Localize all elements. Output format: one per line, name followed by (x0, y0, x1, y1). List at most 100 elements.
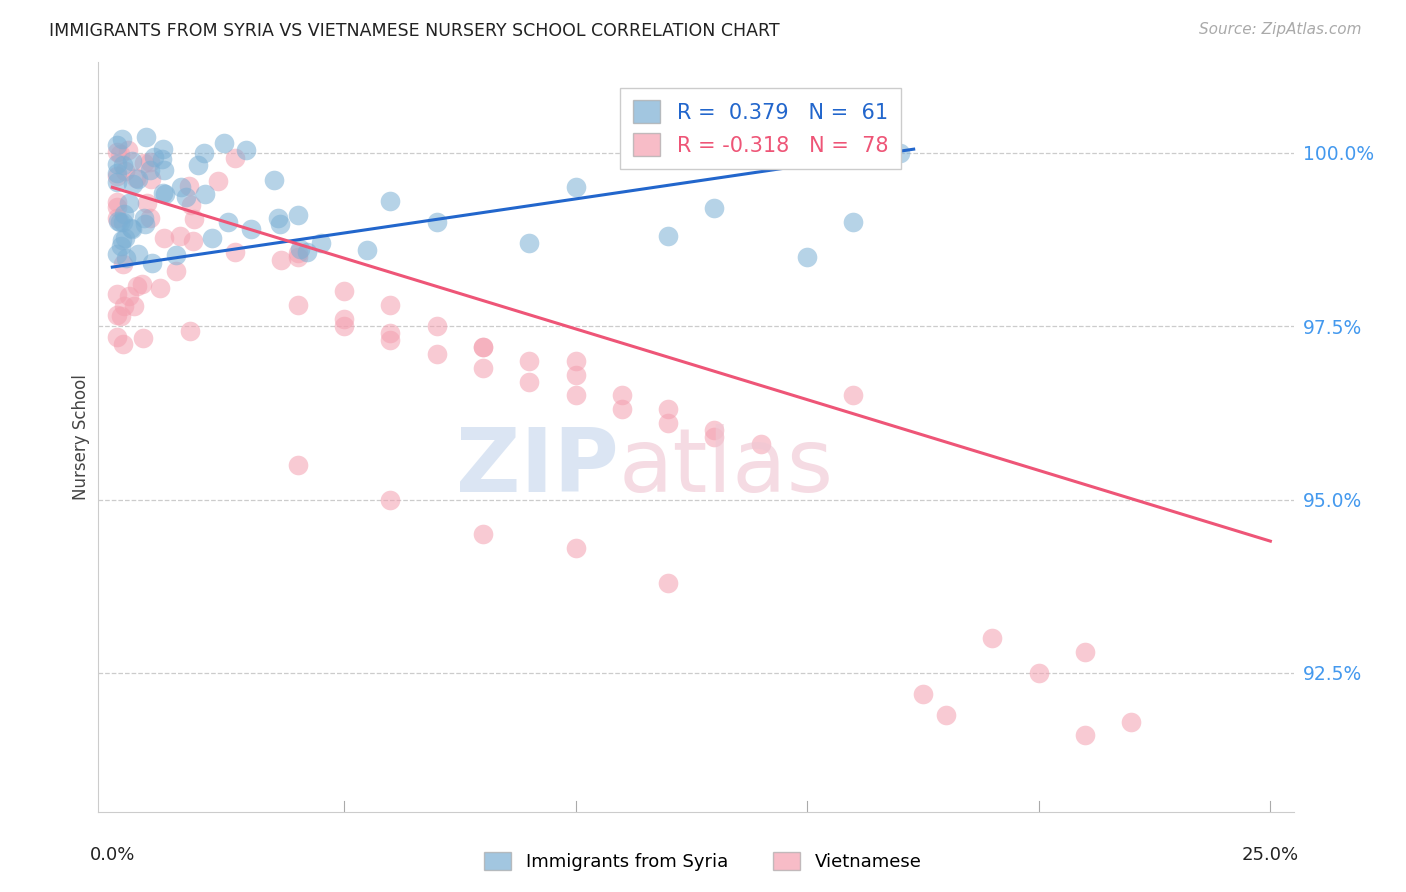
Point (105, 330, 128, 344)
Point (112, 257, 135, 271)
Point (121, 177, 143, 191)
Point (749, 437, 772, 451)
Point (110, 238, 132, 252)
Text: ZIP: ZIP (456, 424, 619, 510)
Point (112, 336, 135, 351)
Point (153, 163, 176, 178)
Point (564, 541, 586, 555)
Point (105, 286, 128, 301)
Point (152, 142, 174, 156)
Point (114, 164, 136, 178)
Point (180, 198, 202, 212)
Point (179, 324, 201, 338)
Point (207, 173, 229, 187)
Point (112, 215, 135, 229)
Point (174, 190, 197, 204)
Point (235, 143, 257, 157)
Point (117, 144, 139, 158)
Point (138, 155, 160, 169)
Legend: Immigrants from Syria, Vietnamese: Immigrants from Syria, Vietnamese (477, 845, 929, 879)
Point (193, 145, 215, 160)
Text: IMMIGRANTS FROM SYRIA VS VIETNAMESE NURSERY SCHOOL CORRELATION CHART: IMMIGRANTS FROM SYRIA VS VIETNAMESE NURS… (49, 22, 780, 40)
Point (183, 211, 205, 226)
Text: atlas: atlas (619, 424, 834, 510)
Point (122, 299, 145, 313)
Point (564, 180, 586, 194)
Point (657, 228, 679, 243)
Point (142, 150, 165, 164)
Point (657, 402, 679, 417)
Point (287, 298, 309, 312)
Point (124, 171, 146, 186)
Point (111, 233, 134, 247)
Point (266, 211, 288, 225)
Point (132, 211, 155, 225)
Point (152, 186, 174, 201)
Point (111, 158, 134, 172)
Point (110, 309, 132, 323)
Point (132, 155, 155, 169)
Point (796, 250, 818, 264)
Point (141, 256, 163, 270)
Point (127, 247, 149, 261)
Point (127, 171, 149, 186)
Point (610, 388, 633, 402)
Point (333, 319, 356, 334)
Point (105, 195, 128, 210)
Point (1121, 714, 1143, 729)
Point (471, 340, 494, 354)
Point (287, 250, 309, 264)
Point (169, 229, 191, 244)
Point (517, 353, 540, 368)
Point (703, 430, 725, 444)
Point (118, 289, 141, 303)
Point (201, 231, 224, 245)
Point (105, 247, 128, 261)
Point (170, 180, 193, 194)
Point (105, 175, 128, 189)
Point (125, 278, 148, 293)
Point (107, 214, 129, 228)
Point (471, 360, 494, 375)
Point (657, 416, 679, 430)
Point (288, 242, 311, 256)
Point (517, 375, 540, 389)
Point (224, 151, 246, 165)
Point (295, 245, 318, 260)
Point (842, 388, 865, 402)
Point (105, 145, 128, 159)
Point (114, 231, 136, 245)
Point (139, 211, 162, 225)
Point (657, 575, 679, 590)
Point (842, 215, 865, 229)
Point (333, 285, 356, 299)
Point (380, 194, 402, 209)
Point (1074, 728, 1097, 742)
Point (132, 331, 155, 345)
Point (564, 388, 586, 402)
Point (105, 211, 128, 226)
Point (426, 215, 449, 229)
Point (1028, 665, 1050, 680)
Point (610, 402, 633, 417)
Point (134, 217, 156, 231)
Point (131, 277, 153, 291)
Point (149, 281, 172, 295)
Point (217, 215, 239, 229)
Legend: R =  0.379   N =  61, R = -0.318   N =  78: R = 0.379 N = 61, R = -0.318 N = 78 (620, 87, 901, 169)
Point (426, 347, 449, 361)
Point (224, 245, 246, 260)
Point (194, 187, 217, 202)
Point (309, 235, 332, 250)
Point (356, 243, 378, 257)
Point (889, 145, 911, 160)
Point (165, 248, 187, 262)
Point (120, 220, 142, 235)
Point (270, 252, 292, 267)
Point (135, 195, 157, 210)
Text: 25.0%: 25.0% (1241, 847, 1299, 864)
Point (703, 201, 725, 215)
Point (380, 298, 402, 312)
Point (287, 208, 309, 222)
Point (105, 138, 128, 153)
